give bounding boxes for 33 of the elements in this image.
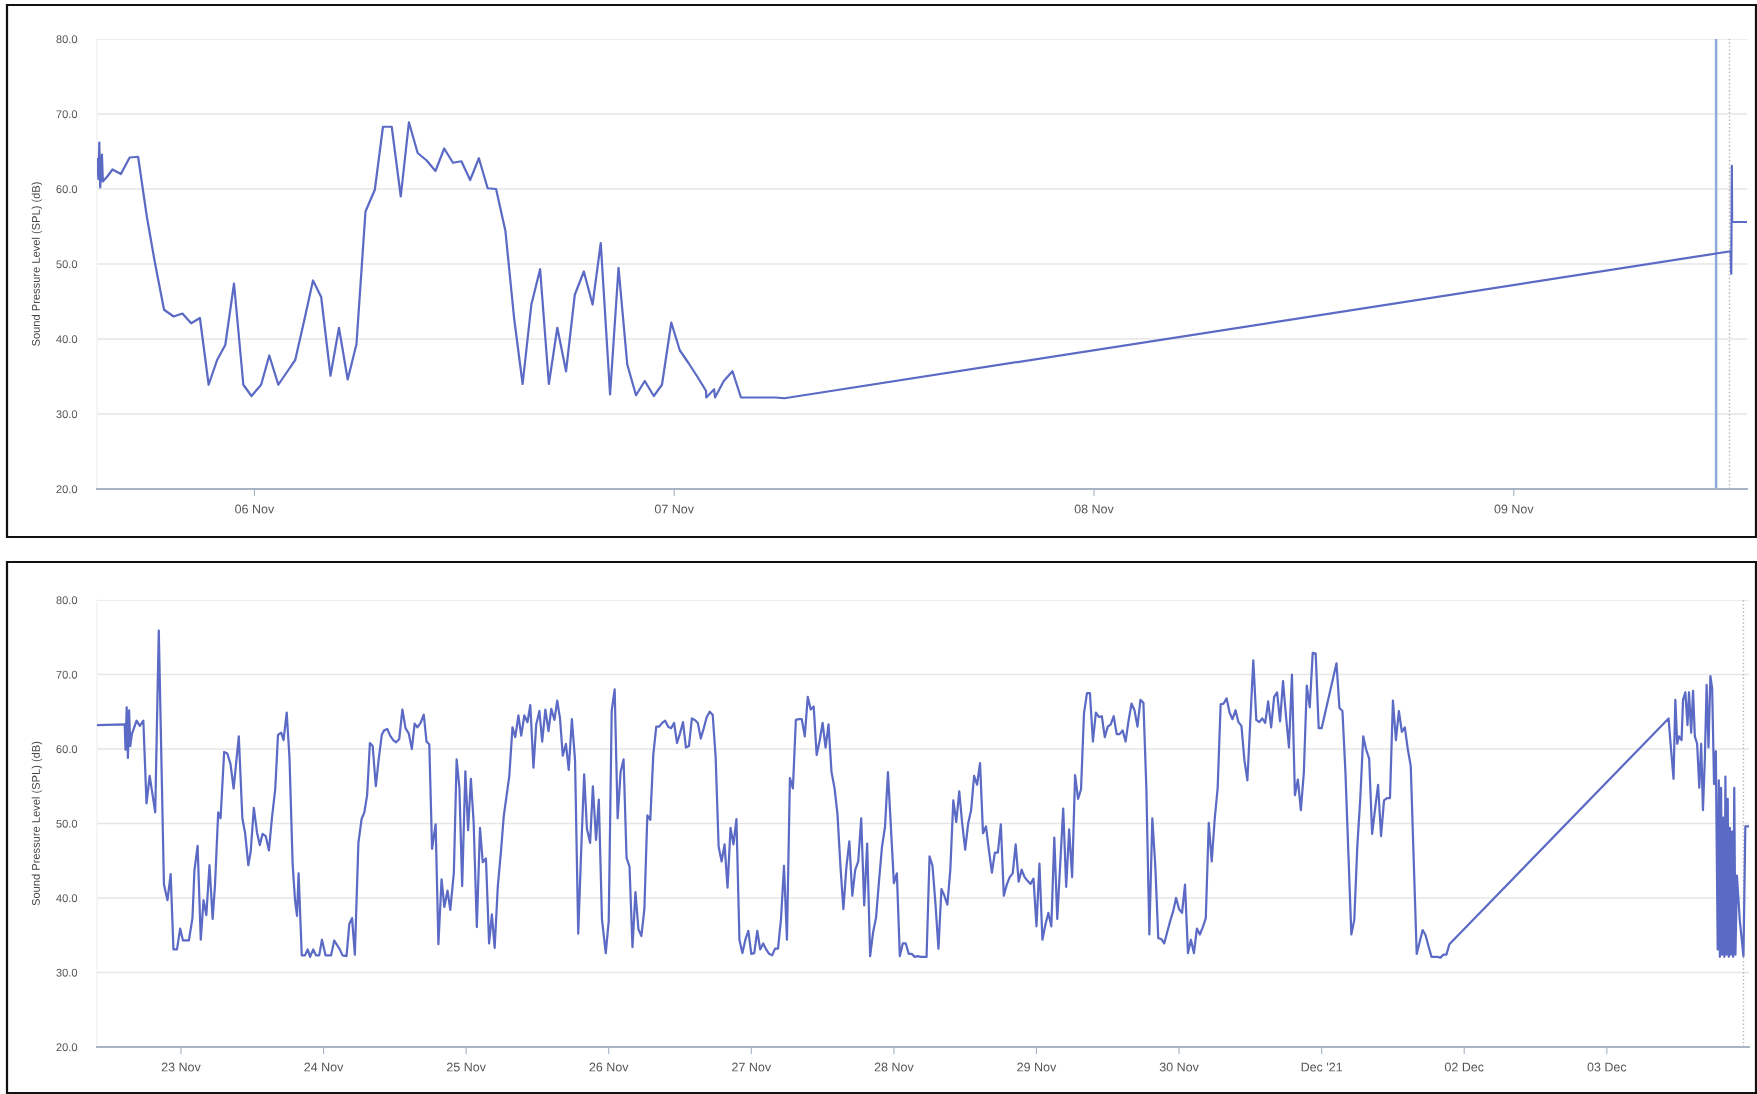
y-axis-title: Sound Pressure Level (SPL) (dB)	[31, 182, 43, 346]
x-tick-label: Dec '21	[1301, 1062, 1343, 1072]
x-tick-label: 25 Nov	[446, 1062, 486, 1072]
y-tick-label: 50.0	[56, 260, 78, 269]
x-tick-label: 08 Nov	[1074, 504, 1114, 514]
y-tick-label: 60.0	[56, 745, 78, 754]
y-tick-label: 30.0	[56, 968, 78, 977]
x-tick-label: 09 Nov	[1494, 504, 1534, 514]
y-tick-label: 50.0	[56, 819, 78, 828]
x-tick-label: 29 Nov	[1017, 1062, 1057, 1072]
x-tick-label: 02 Dec	[1444, 1062, 1484, 1072]
y-tick-label: 30.0	[56, 410, 78, 419]
x-tick-label: 30 Nov	[1159, 1062, 1199, 1072]
x-tick-label: 06 Nov	[235, 504, 275, 514]
x-tick-label: 24 Nov	[304, 1062, 344, 1072]
y-tick-label: 70.0	[56, 110, 78, 119]
y-tick-label: 80.0	[56, 35, 78, 44]
y-tick-label: 20.0	[56, 485, 78, 494]
line-series	[97, 121, 1747, 400]
x-tick-label: 07 Nov	[654, 504, 694, 514]
y-tick-label: 20.0	[56, 1043, 78, 1052]
y-tick-label: 40.0	[56, 335, 78, 344]
x-tick-label: 03 Dec	[1587, 1062, 1627, 1072]
x-tick-label: 27 Nov	[732, 1062, 772, 1072]
y-tick-label: 80.0	[56, 596, 78, 605]
y-tick-label: 60.0	[56, 185, 78, 194]
y-tick-label: 70.0	[56, 670, 78, 679]
y-axis-title: Sound Pressure Level (SPL) (dB)	[31, 741, 43, 906]
y-tick-label: 40.0	[56, 894, 78, 903]
x-tick-label: 23 Nov	[161, 1062, 201, 1072]
x-tick-label: 28 Nov	[874, 1062, 914, 1072]
x-tick-label: 26 Nov	[589, 1062, 629, 1072]
line-series	[97, 629, 1749, 959]
